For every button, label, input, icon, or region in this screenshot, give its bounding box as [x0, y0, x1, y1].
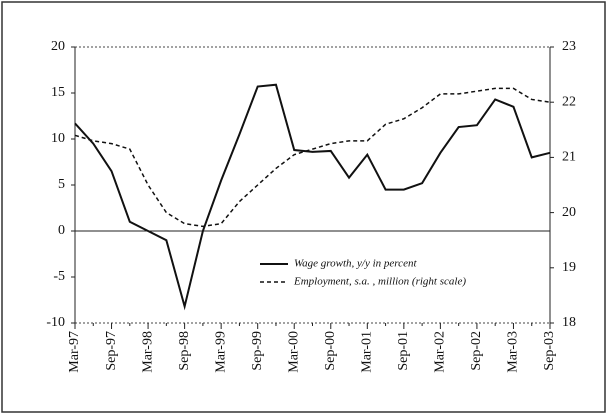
- x-tick-label: Mar-00: [286, 331, 301, 373]
- y-tick-label: 15: [51, 85, 65, 100]
- x-tick-label: Sep-01: [396, 331, 411, 371]
- legend-label: Employment, s.a. , million (right scale): [293, 276, 466, 288]
- x-tick-label: Sep-03: [542, 331, 557, 371]
- legend-label: Wage growth, y/y in percent: [294, 258, 417, 270]
- y-tick-label: 10: [51, 131, 65, 146]
- x-tick-label: Sep-98: [177, 331, 192, 371]
- x-tick-label: Mar-02: [433, 331, 448, 373]
- x-tick-label: Mar-98: [140, 331, 155, 373]
- y2-tick-label: 22: [562, 94, 576, 109]
- series-line: [74, 83, 551, 311]
- x-tick-label: Mar-03: [506, 331, 521, 373]
- series-line: [74, 87, 551, 228]
- x-tick-label: Mar-99: [213, 331, 228, 373]
- x-tick-label: Mar-97: [67, 331, 82, 373]
- y2-tick-label: 18: [562, 315, 576, 330]
- y-tick-label: 0: [58, 223, 65, 238]
- y-tick-label: -10: [46, 315, 65, 330]
- x-tick-label: Sep-97: [104, 331, 119, 371]
- y2-tick-label: 23: [562, 39, 576, 54]
- y-tick-label: 5: [58, 177, 65, 192]
- x-tick-label: Sep-99: [250, 331, 265, 371]
- y2-tick-label: 20: [562, 205, 576, 220]
- y2-tick-label: 21: [562, 150, 576, 165]
- y2-tick-label: 19: [562, 260, 576, 275]
- y-tick-label: 20: [51, 39, 65, 54]
- y-tick-label: -5: [53, 269, 65, 284]
- x-tick-label: Sep-02: [469, 331, 484, 371]
- x-tick-label: Sep-00: [323, 331, 338, 371]
- x-tick-label: Mar-01: [360, 331, 375, 373]
